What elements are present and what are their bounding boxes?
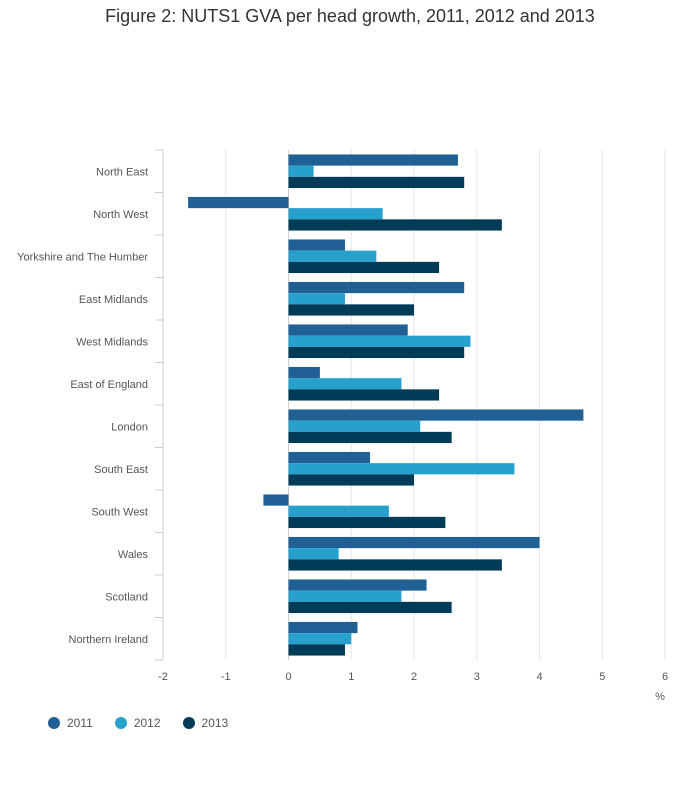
- bar-2012: [288, 250, 377, 262]
- bar-2013: [288, 644, 345, 656]
- legend-label: 2013: [201, 716, 229, 730]
- legend-label: 2012: [133, 716, 161, 730]
- bar-2013: [288, 346, 465, 359]
- bar-2011: [288, 281, 465, 294]
- x-tick-label: 4: [536, 671, 542, 683]
- bar-2012: [288, 335, 471, 347]
- legend: 2011 2012 2013: [48, 716, 250, 730]
- bar-2013: [288, 304, 414, 316]
- bar-2011: [288, 536, 540, 549]
- bar-2013: [288, 559, 502, 571]
- x-tick-label: 3: [474, 671, 480, 683]
- category-label: East of England: [70, 379, 148, 391]
- bar-2011: [188, 196, 289, 209]
- bar-2011: [288, 579, 427, 591]
- bar-2012: [288, 548, 339, 560]
- bar-2013: [288, 261, 440, 274]
- legend-swatch: [114, 717, 127, 729]
- bar-2012: [288, 208, 383, 220]
- chart-title: Figure 2: NUTS1 GVA per head growth, 201…: [105, 6, 595, 26]
- bar-2011: [288, 366, 320, 379]
- bars: [188, 154, 584, 656]
- bar-2013: [288, 176, 465, 189]
- category-label: London: [111, 421, 148, 433]
- legend-swatch: [182, 717, 195, 729]
- bar-2012: [288, 420, 421, 432]
- category-label: North East: [96, 166, 148, 178]
- x-tick-label: 6: [662, 671, 668, 683]
- bar-2012: [288, 463, 515, 475]
- legend-item[interactable]: 2011: [48, 716, 93, 730]
- x-tick-label: 2: [411, 671, 417, 683]
- bar-2012: [288, 505, 389, 517]
- bar-2013: [288, 389, 440, 401]
- category-label: Scotland: [105, 591, 148, 603]
- bar-2013: [288, 601, 452, 614]
- category-label: South East: [94, 464, 148, 476]
- bar-2012: [288, 293, 345, 305]
- bar-2011: [288, 621, 358, 634]
- bar-2013: [288, 431, 452, 444]
- x-tick-label: 1: [348, 671, 354, 683]
- bar-chart: North East North West Yorkshire and The Hu…: [17, 149, 668, 700]
- legend-swatch: [48, 717, 60, 729]
- category-labels: North East North West Yorkshire and The Hu…: [17, 166, 148, 646]
- bar-2012: [288, 633, 352, 645]
- category-label: Yorkshire and The Humber: [17, 251, 148, 263]
- bar-2011: [288, 239, 345, 251]
- legend-label: 2011: [67, 716, 93, 730]
- x-tick-label: -2: [158, 671, 168, 683]
- category-label: Wales: [118, 549, 149, 561]
- category-label: South West: [91, 506, 148, 518]
- bar-2013: [288, 516, 446, 529]
- bar-2012: [288, 590, 402, 602]
- legend-item[interactable]: 2013: [182, 716, 229, 730]
- y-axis: [155, 149, 164, 661]
- category-label: Northern Ireland: [69, 634, 149, 646]
- bar-2011: [288, 451, 371, 464]
- category-label: North West: [93, 209, 148, 221]
- bar-2011: [263, 494, 289, 506]
- x-tick-labels: -2 -1 0 1 2 3 4 5 6: [158, 671, 668, 683]
- grid-lines: [225, 150, 666, 660]
- bar-2013: [288, 219, 502, 231]
- category-label: West Midlands: [76, 336, 148, 348]
- x-tick-label: 5: [599, 671, 605, 683]
- x-tick-label: -1: [221, 671, 231, 683]
- bar-2012: [288, 165, 314, 177]
- category-label: East Midlands: [79, 294, 149, 306]
- x-tick-label: 0: [285, 671, 291, 683]
- bar-2011: [288, 324, 408, 336]
- bar-2011: [288, 154, 458, 166]
- x-axis-unit-label: %: [655, 691, 665, 700]
- bar-2013: [288, 474, 414, 486]
- bar-2012: [288, 378, 402, 390]
- bar-2011: [288, 409, 584, 421]
- legend-item[interactable]: 2012: [114, 716, 161, 730]
